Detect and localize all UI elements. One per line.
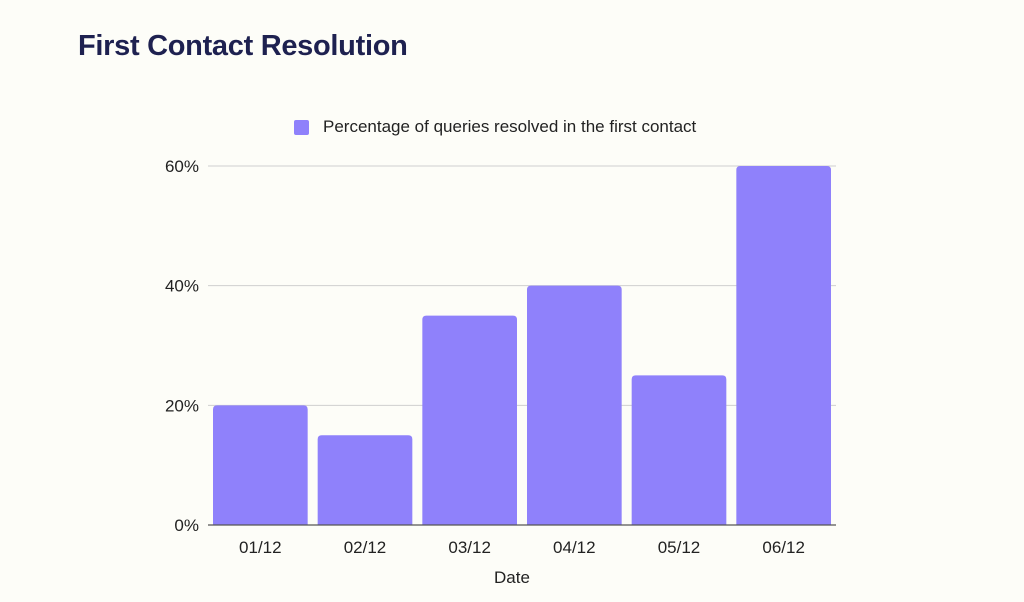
x-tick-label: 05/12 [658,538,701,557]
x-axis-title: Date [494,568,530,587]
x-tick-label: 06/12 [762,538,805,557]
bar [736,166,831,525]
tick-labels: 0% 20% 40% 60% 01/12 02/12 03/12 04/12 05/12 06/1… [165,157,805,557]
y-tick-label: 0% [174,516,199,535]
x-tick-label: 01/12 [239,538,282,557]
y-tick-label: 40% [165,277,199,296]
bars [213,166,831,525]
bar [631,375,727,525]
x-tick-label: 02/12 [344,538,387,557]
chart-legend: Percentage of queries resolved in the fi… [294,117,696,137]
chart-title: First Contact Resolution [78,30,408,62]
bar [317,435,413,525]
bar [213,405,308,525]
x-tick-label: 04/12 [553,538,596,557]
bar [422,315,517,525]
legend-swatch [294,119,309,135]
y-tick-label: 20% [165,396,199,415]
y-tick-label: 60% [165,157,199,176]
gridlines [208,165,836,406]
bar [527,285,622,525]
legend-label: Percentage of queries resolved in the fi… [323,117,697,136]
x-tick-label: 03/12 [448,538,491,557]
